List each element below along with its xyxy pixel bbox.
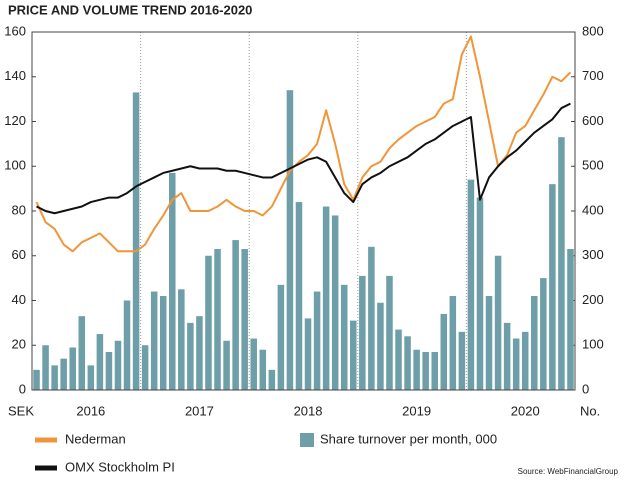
legend-label: Share turnover per month, 000: [320, 431, 497, 446]
bar: [123, 300, 131, 390]
bar: [42, 345, 49, 390]
bar: [521, 331, 529, 390]
bar: [51, 365, 58, 390]
bar: [531, 296, 538, 390]
source: Source: WebFinancialGroup: [518, 467, 619, 476]
x-tick-label: 2018: [294, 403, 323, 418]
chart-title: PRICE AND VOLUME TREND 2016-2020: [8, 2, 252, 17]
y-tick-label: 160: [4, 23, 26, 38]
bar: [33, 369, 40, 390]
bar: [304, 318, 312, 390]
legend-label: OMX Stockholm PI: [65, 459, 175, 474]
bar: [232, 240, 239, 390]
bar: [549, 184, 556, 390]
bar: [241, 249, 248, 390]
y-axis-label: SEK: [8, 403, 34, 418]
y2-tick-label: 700: [582, 68, 604, 83]
bar: [277, 284, 285, 390]
bar: [422, 351, 429, 390]
bar: [540, 278, 547, 390]
bar: [96, 334, 104, 390]
bar: [458, 331, 466, 390]
y-tick-label: 40: [12, 292, 26, 307]
bar: [313, 291, 321, 390]
bar: [503, 322, 511, 390]
plot-border: [31, 31, 576, 391]
x-tick-label: 2016: [76, 403, 105, 418]
bar: [368, 246, 375, 390]
bar: [340, 284, 348, 390]
x-tick-label: 2019: [402, 403, 431, 418]
bar: [87, 365, 95, 390]
y-tick-label: 100: [4, 158, 26, 173]
bar: [558, 137, 565, 390]
bar: [449, 296, 457, 390]
bar: [69, 347, 76, 390]
bar: [223, 340, 230, 390]
bar: [359, 275, 366, 390]
y-tick-label: 60: [12, 247, 26, 262]
bar: [60, 358, 67, 390]
bar: [331, 215, 339, 390]
bar: [440, 313, 448, 390]
bar: [78, 316, 86, 390]
y-tick-label: 80: [12, 202, 26, 217]
bar: [404, 336, 411, 390]
y-tick-label: 0: [19, 381, 26, 396]
bar: [105, 351, 113, 390]
y2-tick-label: 500: [582, 158, 604, 173]
y2-tick-label: 0: [582, 381, 589, 396]
y2-axis-label: No.: [580, 403, 600, 418]
legend-swatch: [300, 433, 314, 447]
bar: [476, 197, 484, 390]
bar: [413, 349, 420, 390]
bar: [431, 351, 438, 390]
bar: [322, 206, 330, 390]
bar: [350, 320, 357, 390]
bar: [295, 202, 303, 390]
bar: [214, 249, 221, 390]
x-tick-label: 2017: [185, 403, 214, 418]
bar: [114, 340, 122, 390]
bar: [286, 90, 294, 391]
bar: [395, 329, 402, 390]
legend-label: Nederman: [65, 431, 126, 446]
bar: [205, 255, 212, 390]
line: [35, 35, 572, 253]
x-tick-label: 2020: [511, 403, 540, 418]
bar: [467, 179, 475, 390]
y2-tick-label: 200: [582, 292, 604, 307]
bar: [268, 369, 276, 390]
y2-tick-label: 800: [582, 23, 604, 38]
line: [36, 102, 571, 215]
bar: [132, 92, 140, 390]
bar: [567, 249, 574, 390]
y-tick-label: 140: [4, 68, 26, 83]
bar: [485, 296, 493, 390]
y-tick-label: 120: [4, 113, 26, 128]
bar: [512, 338, 520, 390]
y2-tick-label: 300: [582, 247, 604, 262]
bar: [141, 345, 149, 390]
bar: [386, 275, 393, 390]
bar: [259, 349, 267, 390]
bar: [150, 291, 158, 390]
bar: [159, 296, 167, 390]
bar: [187, 322, 194, 390]
bar: [178, 289, 185, 390]
y2-tick-label: 400: [582, 202, 604, 217]
bar: [377, 302, 384, 390]
bar: [196, 316, 203, 390]
y-tick-label: 20: [12, 337, 26, 352]
y2-tick-label: 100: [582, 337, 604, 352]
bar: [494, 255, 502, 390]
bar: [169, 172, 176, 390]
bar: [250, 338, 257, 390]
y2-tick-label: 600: [582, 113, 604, 128]
